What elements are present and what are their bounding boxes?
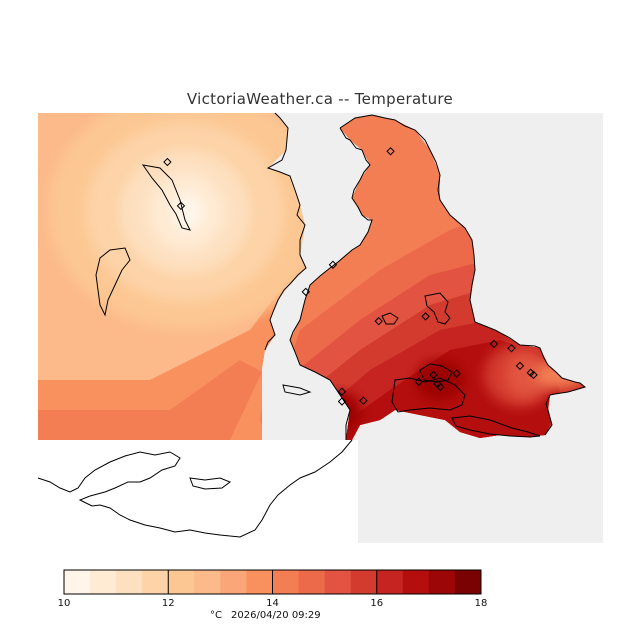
legend-band	[142, 570, 169, 594]
station-marker[interactable]	[529, 370, 538, 380]
station-marker[interactable]	[386, 147, 395, 156]
station-marker[interactable]	[337, 387, 347, 396]
no-data-region-fill	[38, 440, 352, 543]
legend-band	[298, 570, 326, 594]
legend-band	[454, 570, 482, 594]
legend-band	[272, 570, 300, 594]
legend-band	[194, 570, 221, 594]
legend-tick-label: 10	[58, 598, 71, 609]
station-marker[interactable]	[328, 260, 338, 269]
legend-band	[64, 570, 91, 594]
map-title: VictoriaWeather.ca -- Temperature	[186, 90, 454, 108]
legend-band	[116, 570, 143, 594]
station-marker[interactable]	[414, 377, 424, 386]
legend-tick-label: 14	[266, 598, 279, 609]
legend-unit: °C	[210, 610, 222, 621]
station-marker[interactable]	[301, 287, 311, 297]
legend-band	[350, 570, 378, 594]
station-marker[interactable]	[515, 361, 525, 371]
station-marker[interactable]	[436, 382, 445, 392]
legend-band	[246, 570, 273, 594]
legend-ticks: 10 12 14 16 18	[58, 570, 488, 609]
legend-timestamp: 2026/04/20 09:29	[231, 610, 321, 621]
station-marker[interactable]	[421, 312, 430, 321]
legend-band	[376, 570, 404, 594]
station-marker[interactable]	[507, 344, 516, 353]
legend-tick-label: 12	[162, 598, 175, 609]
legend-band	[168, 570, 195, 594]
legend-band	[90, 570, 117, 594]
station-marker[interactable]	[163, 157, 172, 167]
station-marker[interactable]	[337, 397, 347, 406]
station-markers	[163, 147, 538, 406]
legend-band	[428, 570, 456, 594]
station-marker[interactable]	[433, 379, 442, 389]
station-marker[interactable]	[374, 316, 383, 326]
legend-band	[324, 570, 352, 594]
station-marker[interactable]	[429, 370, 438, 380]
station-marker[interactable]	[452, 369, 461, 378]
legend-tick-label: 18	[475, 598, 488, 609]
legend-band	[402, 570, 430, 594]
station-marker[interactable]	[489, 339, 499, 349]
legend-band	[220, 570, 247, 594]
legend-tick-label: 16	[370, 598, 383, 609]
station-marker[interactable]	[359, 396, 368, 405]
legend-colorbar	[64, 570, 482, 594]
station-marker[interactable]	[176, 201, 186, 211]
coastlines	[37, 112, 587, 538]
